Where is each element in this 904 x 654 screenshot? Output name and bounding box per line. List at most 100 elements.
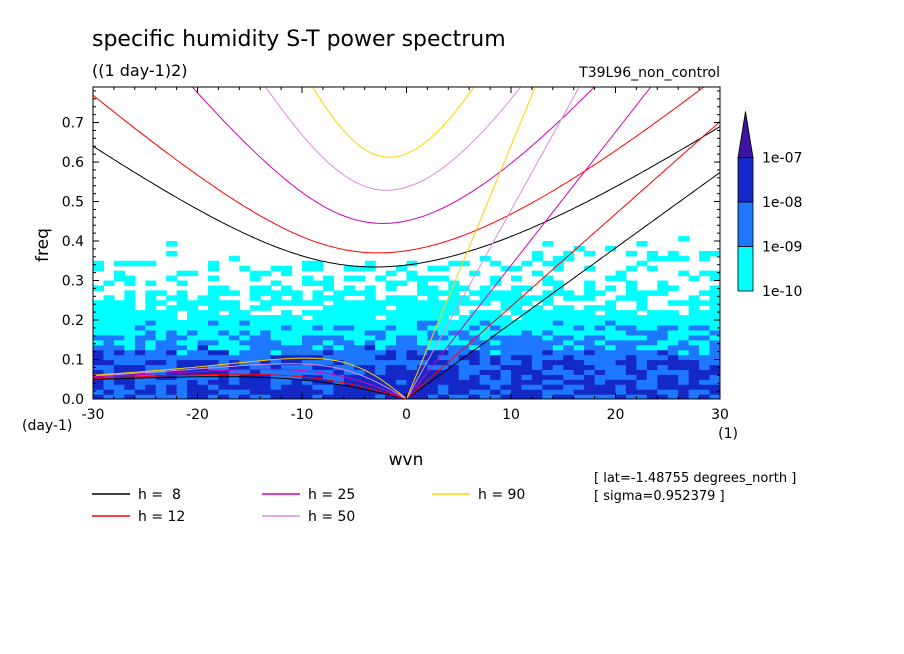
spectrum-cell bbox=[531, 270, 543, 277]
spectrum-cell bbox=[552, 354, 564, 361]
spectrum-cell bbox=[646, 344, 658, 351]
spectrum-cell bbox=[678, 320, 690, 326]
spectrum-cell bbox=[479, 329, 491, 336]
spectrum-cell bbox=[594, 324, 606, 331]
spectrum-cell bbox=[521, 384, 533, 390]
spectrum-cell bbox=[657, 339, 669, 346]
spectrum-cell bbox=[563, 315, 575, 321]
spectrum-cell bbox=[197, 334, 209, 341]
spectrum-cell bbox=[573, 245, 585, 252]
spectrum-cell bbox=[375, 384, 387, 390]
spectrum-cell bbox=[249, 270, 261, 277]
spectrum-cell bbox=[594, 329, 606, 336]
spectrum-cell bbox=[270, 354, 282, 361]
spectrum-cell bbox=[207, 265, 219, 272]
spectrum-cell bbox=[573, 339, 585, 346]
spectrum-cell bbox=[636, 369, 648, 375]
spectrum-cell bbox=[155, 349, 167, 356]
spectrum-cell bbox=[490, 324, 502, 331]
spectrum-cell bbox=[605, 384, 617, 390]
spectrum-cell bbox=[552, 320, 564, 326]
spectrum-cell bbox=[322, 339, 334, 346]
spectrum-cell bbox=[563, 310, 575, 316]
spectrum-cell bbox=[197, 364, 209, 370]
spectrum-cell bbox=[155, 389, 167, 395]
spectrum-cell bbox=[563, 394, 575, 399]
spectrum-cell bbox=[573, 329, 585, 336]
spectrum-cell bbox=[625, 310, 637, 316]
spectrum-cell bbox=[709, 394, 720, 399]
spectrum-cell bbox=[573, 364, 585, 370]
spectrum-cell bbox=[469, 374, 481, 380]
spectrum-cell bbox=[375, 305, 387, 311]
spectrum-cell bbox=[678, 255, 690, 262]
spectrum-cell bbox=[218, 334, 230, 341]
spectrum-cell bbox=[563, 329, 575, 336]
sigma-annotation: [ sigma=0.952379 ] bbox=[594, 489, 725, 504]
spectrum-cell bbox=[699, 374, 711, 380]
spectrum-cell bbox=[187, 354, 199, 361]
spectrum-cell bbox=[166, 389, 178, 395]
spectrum-cell bbox=[542, 290, 554, 296]
spectrum-cell bbox=[93, 300, 105, 306]
spectrum-cell bbox=[490, 359, 502, 366]
spectrum-cell bbox=[291, 354, 303, 361]
spectrum-cell bbox=[124, 329, 136, 336]
spectrum-cell bbox=[448, 324, 460, 331]
spectrum-cell bbox=[667, 344, 679, 351]
spectrum-cell bbox=[197, 295, 209, 301]
spectrum-cell bbox=[385, 270, 397, 277]
spectrum-cell bbox=[709, 369, 720, 375]
spectrum-cell bbox=[542, 275, 554, 282]
spectrum-cell bbox=[416, 359, 428, 366]
spectrum-cell bbox=[448, 359, 460, 366]
spectrum-cell bbox=[542, 374, 554, 380]
spectrum-cell bbox=[657, 369, 669, 375]
spectrum-cell bbox=[134, 344, 146, 351]
spectrum-cell bbox=[636, 300, 648, 306]
spectrum-cell bbox=[93, 324, 105, 331]
spectrum-cell bbox=[207, 310, 219, 316]
x-tick-label: 20 bbox=[607, 407, 625, 423]
spectrum-cell bbox=[239, 320, 251, 326]
spectrum-cell bbox=[406, 394, 418, 399]
spectrum-cell bbox=[228, 369, 240, 375]
spectrum-cell bbox=[354, 310, 366, 316]
spectrum-cell bbox=[416, 389, 428, 395]
spectrum-cell bbox=[396, 334, 408, 341]
spectrum-cell bbox=[657, 344, 669, 351]
spectrum-cell bbox=[636, 320, 648, 326]
spectrum-cell bbox=[531, 310, 543, 316]
spectrum-cell bbox=[343, 300, 355, 306]
spectrum-cell bbox=[260, 359, 272, 366]
spectrum-cell bbox=[709, 364, 720, 370]
spectrum-cell bbox=[93, 260, 105, 267]
spectrum-cell bbox=[166, 344, 178, 351]
spectrum-cell bbox=[427, 349, 439, 356]
spectrum-cell bbox=[166, 329, 178, 336]
spectrum-cell bbox=[249, 320, 261, 326]
spectrum-cell bbox=[406, 369, 418, 375]
spectrum-cell bbox=[490, 364, 502, 370]
spectrum-cell bbox=[625, 250, 637, 257]
spectrum-cell bbox=[625, 339, 637, 346]
spectrum-cell bbox=[688, 344, 700, 351]
spectrum-cell bbox=[176, 290, 188, 296]
spectrum-cell bbox=[145, 300, 157, 306]
spectrum-cell bbox=[145, 310, 157, 316]
spectrum-cell bbox=[134, 334, 146, 341]
spectrum-cell bbox=[458, 329, 470, 336]
spectrum-cell bbox=[322, 310, 334, 316]
spectrum-cell bbox=[416, 305, 428, 311]
spectrum-cell bbox=[479, 310, 491, 316]
spectrum-cell bbox=[291, 369, 303, 375]
spectrum-cell bbox=[113, 324, 125, 331]
spectrum-cell bbox=[699, 364, 711, 370]
dispersion-curve-h12 bbox=[93, 373, 407, 399]
spectrum-cell bbox=[573, 359, 585, 366]
spectrum-cell bbox=[563, 384, 575, 390]
spectrum-cell bbox=[145, 295, 157, 301]
spectrum-cell bbox=[364, 369, 376, 375]
spectrum-cell bbox=[187, 349, 199, 356]
spectrum-cell bbox=[458, 349, 470, 356]
